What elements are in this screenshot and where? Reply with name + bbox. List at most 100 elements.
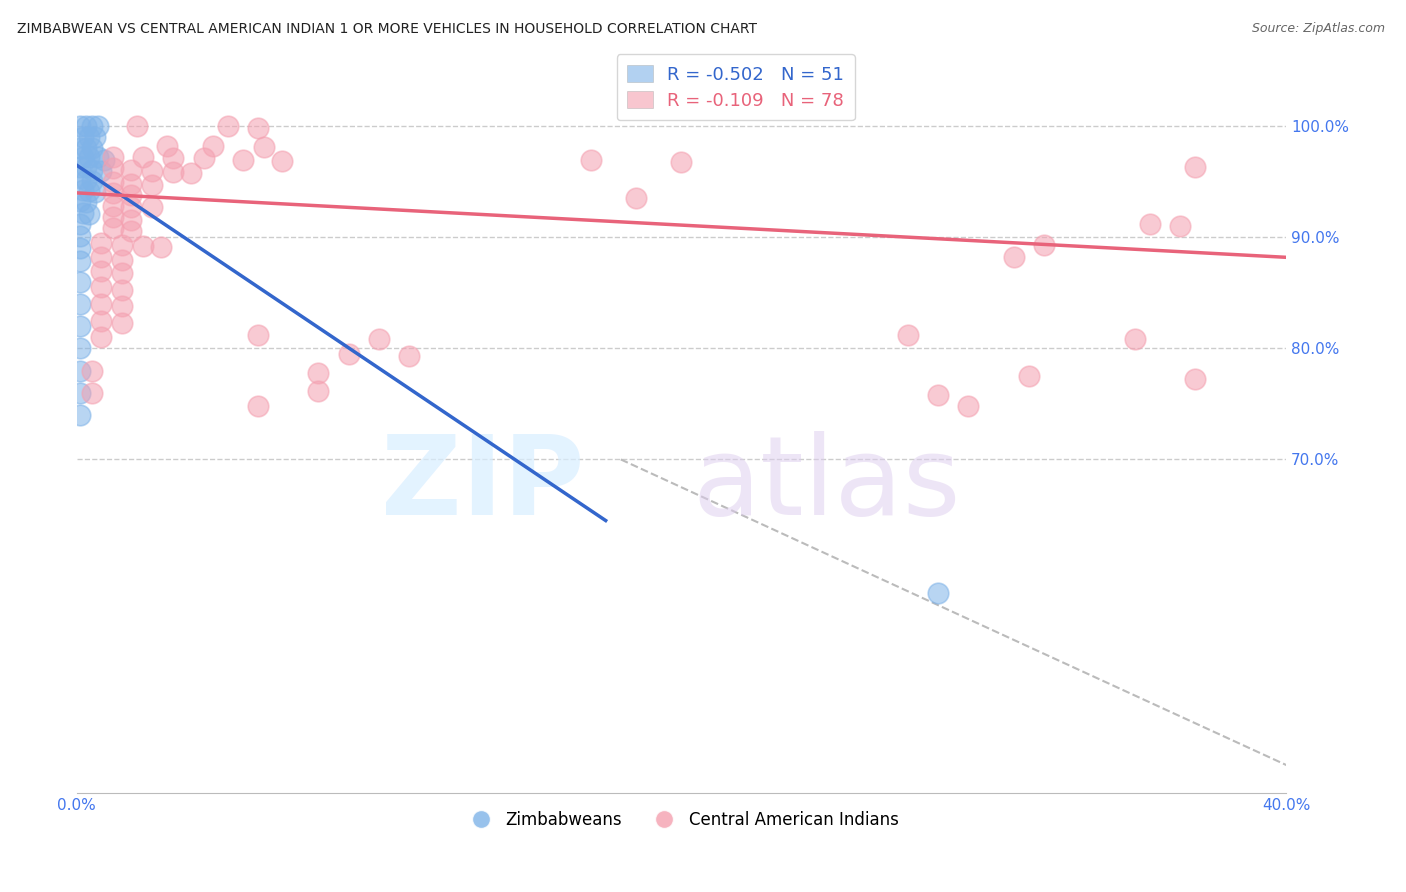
Point [69,408,91,422]
Point [77,150,100,164]
Text: ZIP: ZIP [381,431,585,538]
Point [75,141,97,155]
Point [193,152,215,166]
Point [162,165,184,179]
Point [337,347,360,361]
Point [150,240,173,254]
Point [75,194,97,209]
Point [132,239,155,253]
Point [69,171,91,186]
Point [101,161,124,176]
Point [1139,217,1161,231]
Point [156,139,179,153]
Point [111,299,134,313]
Point [69,161,91,175]
Point [80,162,103,177]
Point [83,185,105,199]
Point [72,206,94,220]
Point [1002,250,1025,264]
Point [90,330,112,344]
Text: atlas: atlas [692,431,960,538]
Point [93,153,115,167]
Point [246,399,269,413]
Point [1018,369,1040,384]
Point [72,130,94,145]
Point [579,153,602,167]
Point [101,221,124,235]
Point [1168,219,1191,234]
Point [101,175,124,189]
Point [141,163,163,178]
Point [120,162,142,177]
Point [927,388,949,402]
Point [83,130,105,145]
Point [87,120,110,134]
Point [69,141,91,155]
Point [132,150,155,164]
Point [367,333,389,347]
Point [201,139,224,153]
Point [101,199,124,213]
Point [111,238,134,252]
Text: ZIMBABWEAN VS CENTRAL AMERICAN INDIAN 1 OR MORE VEHICLES IN HOUSEHOLD CORRELATIO: ZIMBABWEAN VS CENTRAL AMERICAN INDIAN 1 … [17,22,756,37]
Point [80,174,103,188]
Point [180,166,202,180]
Point [101,150,124,164]
Point [77,184,100,198]
Point [120,212,142,227]
Point [75,161,97,175]
Text: Source: ZipAtlas.com: Source: ZipAtlas.com [1251,22,1385,36]
Point [69,241,91,255]
Point [90,280,112,294]
Point [1184,161,1206,175]
Point [307,366,329,380]
Point [90,250,112,264]
Point [232,153,254,167]
Point [69,120,91,134]
Point [69,297,91,311]
Point [80,141,103,155]
Point [162,152,184,166]
Point [90,297,112,311]
Point [217,120,239,134]
Point [75,172,97,186]
Legend: Zimbabweans, Central American Indians: Zimbabweans, Central American Indians [457,805,905,836]
Point [80,385,103,400]
Point [125,120,148,134]
Point [246,328,269,343]
Point [90,163,112,178]
Point [69,253,91,268]
Point [80,363,103,377]
Point [141,200,163,214]
Point [927,585,949,599]
Point [111,316,134,330]
Point [87,150,110,164]
Point [80,120,103,134]
Point [253,140,276,154]
Point [111,266,134,280]
Point [111,252,134,267]
Point [69,363,91,377]
Point [1123,333,1146,347]
Point [69,275,91,289]
Point [72,183,94,197]
Point [77,130,100,145]
Point [72,150,94,164]
Point [246,121,269,136]
Point [307,384,329,398]
Point [671,154,693,169]
Point [398,349,420,363]
Point [69,194,91,208]
Point [69,229,91,244]
Point [120,177,142,191]
Point [120,224,142,238]
Point [69,385,91,400]
Point [111,283,134,297]
Point [120,200,142,214]
Point [69,342,91,356]
Point [75,120,97,134]
Point [271,153,294,168]
Point [101,211,124,225]
Point [101,186,124,200]
Point [69,217,91,231]
